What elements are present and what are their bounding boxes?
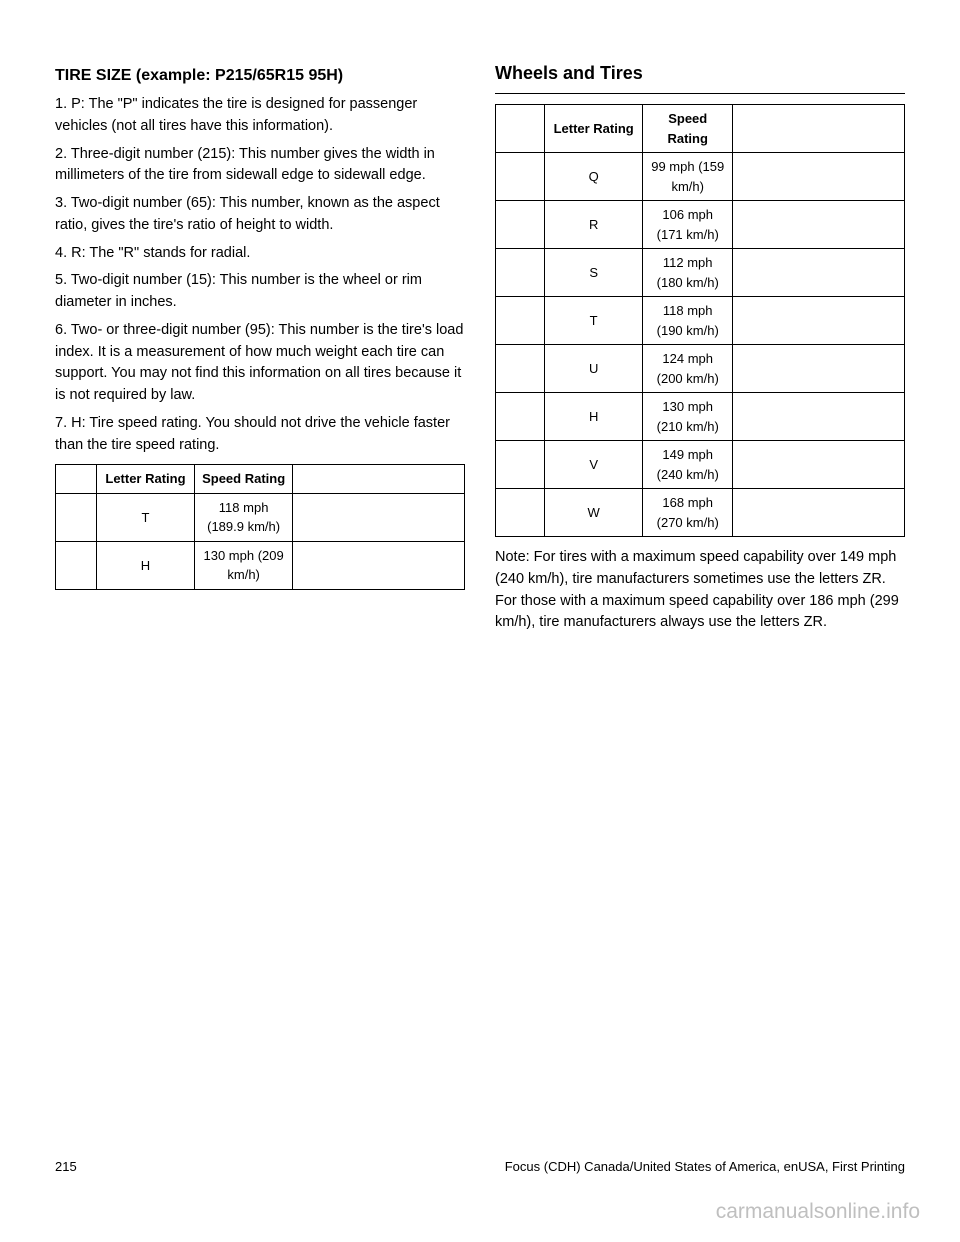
section-title: Wheels and Tires (495, 60, 905, 87)
td-blank2 (293, 541, 465, 589)
th-speed: Speed Rating (195, 465, 293, 494)
page-number: 215 (55, 1159, 77, 1174)
td-speed: 130 mph (209 km/h) (195, 541, 293, 589)
table-row: V 149 mph (240 km/h) (496, 441, 905, 489)
tire-size-heading: TIRE SIZE (example: P215/65R15 95H) (55, 64, 465, 88)
watermark: carmanualsonline.info (716, 1200, 920, 1224)
item-6: 6. Two- or three-digit number (95): This… (55, 320, 465, 407)
th-letter: Letter Rating (96, 465, 194, 494)
table-row: R 106 mph (171 km/h) (496, 201, 905, 249)
item-3: 3. Two-digit number (65): This number, k… (55, 193, 465, 237)
item-2: 2. Three-digit number (215): This number… (55, 144, 465, 188)
table-header-row: Letter Rating Speed Rating (496, 105, 905, 153)
table-row: W 168 mph (270 km/h) (496, 489, 905, 537)
table-header-row: Letter Rating Speed Rating (56, 465, 465, 494)
table-row: U 124 mph (200 km/h) (496, 345, 905, 393)
footer-info: Focus (CDH) Canada/United States of Amer… (505, 1159, 905, 1174)
td-blank2 (293, 493, 465, 541)
right-column: Wheels and Tires Letter Rating Speed Rat… (495, 60, 905, 640)
table-row: S 112 mph (180 km/h) (496, 249, 905, 297)
th-blank (56, 465, 97, 494)
item-7: 7. H: Tire speed rating. You should not … (55, 413, 465, 457)
table-row: T 118 mph (190 km/h) (496, 297, 905, 345)
item-5: 5. Two-digit number (15): This number is… (55, 270, 465, 314)
speed-rating-table-right: Letter Rating Speed Rating Q 99 mph (159… (495, 104, 905, 537)
table-row: Q 99 mph (159 km/h) (496, 153, 905, 201)
th-blank (496, 105, 545, 153)
item-1: 1. P: The "P" indicates the tire is desi… (55, 94, 465, 138)
zr-note: Note: For tires with a maximum speed cap… (495, 547, 905, 634)
title-rule (495, 93, 905, 94)
columns-wrapper: TIRE SIZE (example: P215/65R15 95H) 1. P… (55, 60, 905, 640)
th-letter: Letter Rating (545, 105, 643, 153)
th-speed: Speed Rating (643, 105, 733, 153)
td-blank (56, 541, 97, 589)
left-column: TIRE SIZE (example: P215/65R15 95H) 1. P… (55, 60, 465, 640)
th-blank2 (733, 105, 905, 153)
td-letter: H (96, 541, 194, 589)
speed-rating-table-left: Letter Rating Speed Rating T 118 mph (18… (55, 464, 465, 590)
td-letter: T (96, 493, 194, 541)
td-speed: 118 mph (189.9 km/h) (195, 493, 293, 541)
item-4: 4. R: The "R" stands for radial. (55, 243, 465, 265)
th-blank2 (293, 465, 465, 494)
table-row: T 118 mph (189.9 km/h) (56, 493, 465, 541)
table-row: H 130 mph (210 km/h) (496, 393, 905, 441)
table-row: H 130 mph (209 km/h) (56, 541, 465, 589)
td-blank (56, 493, 97, 541)
